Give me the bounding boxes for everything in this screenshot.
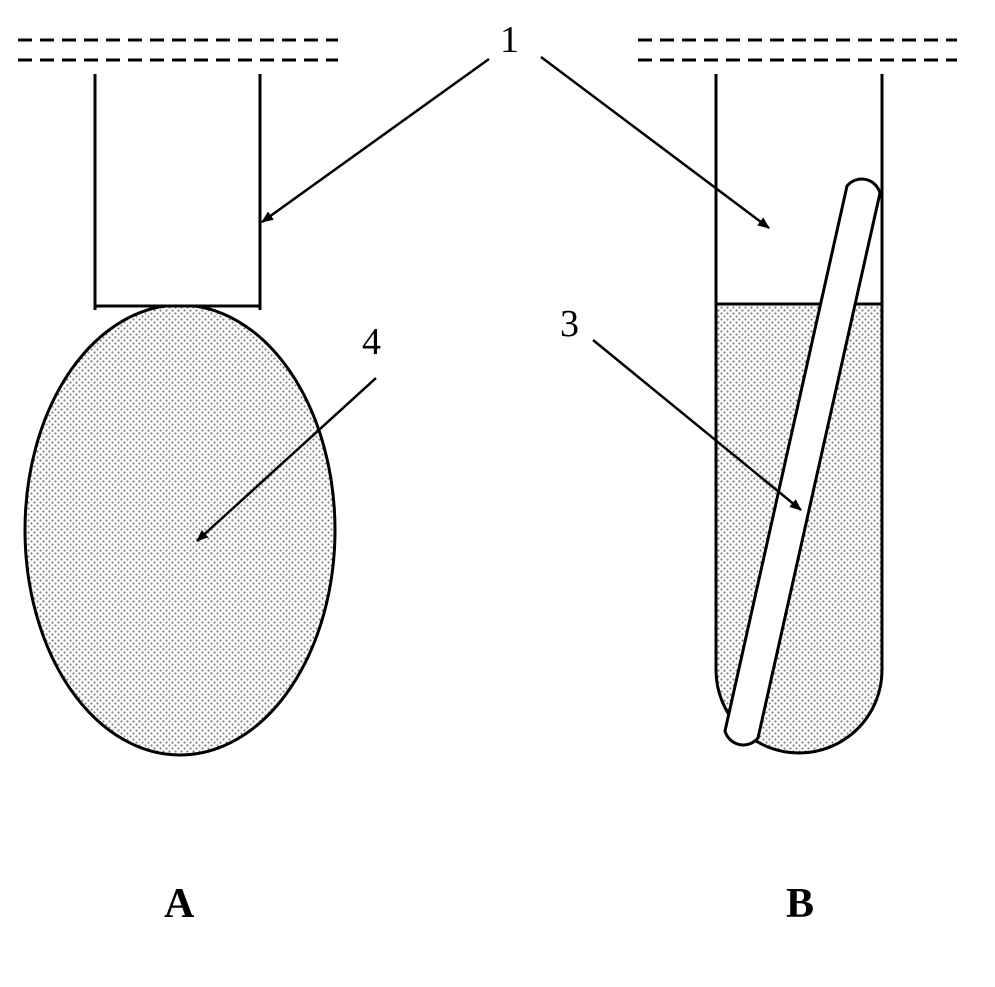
label-b: B <box>786 880 814 928</box>
arrow-1-to-a <box>262 59 489 222</box>
vessel-b-dashes <box>638 40 957 60</box>
arrow-1-to-b <box>541 57 769 228</box>
label-3: 3 <box>560 302 579 346</box>
label-1: 1 <box>500 18 519 62</box>
label-4: 4 <box>362 320 381 364</box>
diagram-canvas: 1 3 4 A B <box>0 0 995 987</box>
vessel-a-dashes <box>18 40 338 60</box>
label-a: A <box>164 880 194 928</box>
diagram-svg <box>0 0 995 987</box>
vessel-a <box>25 74 335 755</box>
vessel-b <box>716 74 882 753</box>
